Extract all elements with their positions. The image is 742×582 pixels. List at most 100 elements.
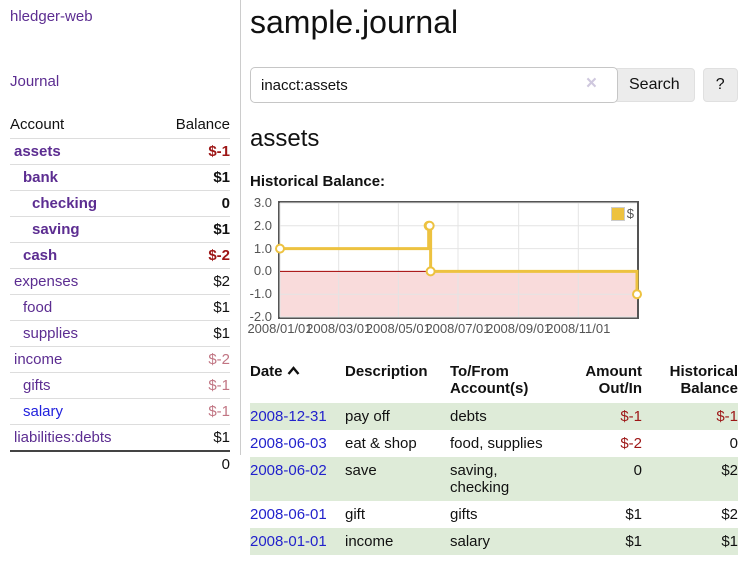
help-button[interactable]: ? xyxy=(702,68,738,102)
register-table: Date Description To/From Account(s) Amou… xyxy=(250,361,738,555)
account-row: liabilities:debts $1 xyxy=(10,424,230,451)
x-tick-label: 2008/01/01 xyxy=(247,321,313,336)
accounts-total-row: 0 xyxy=(10,450,230,477)
register-balance-cell: $2 xyxy=(721,462,738,479)
account-link[interactable]: income xyxy=(14,351,63,368)
account-link[interactable]: gifts xyxy=(23,377,51,394)
account-balance: 0 xyxy=(153,190,230,217)
account-title: assets xyxy=(250,125,320,152)
register-row: 2008-06-02 save saving, checking 0 $2 xyxy=(250,457,738,501)
account-link[interactable]: food xyxy=(23,299,53,316)
account-balance: $1 xyxy=(153,216,230,243)
register-amount-cell: $-1 xyxy=(620,408,642,425)
register-header-balance: Historical Balance xyxy=(669,363,738,397)
x-tick-label: 2008/11/01 xyxy=(546,321,611,336)
account-balance: $1 xyxy=(153,320,230,347)
account-link[interactable]: saving xyxy=(32,221,80,238)
account-link[interactable]: cash xyxy=(23,247,58,264)
x-tick-label: 2008/03/01 xyxy=(306,321,372,336)
y-tick-label: -2.0 xyxy=(249,309,272,324)
account-row: assets $-1 xyxy=(10,138,230,165)
account-balance: $2 xyxy=(153,268,230,295)
register-accounts-cell: food, supplies xyxy=(450,435,543,452)
register-balance-cell: $1 xyxy=(721,533,738,550)
accounts-header-account: Account xyxy=(10,116,65,133)
register-amount-cell: 0 xyxy=(633,462,642,479)
register-header-amount: Amount Out/In xyxy=(585,363,642,397)
register-amount-cell: $1 xyxy=(625,506,642,523)
register-balance-cell: $2 xyxy=(721,506,738,523)
register-accounts-cell: debts xyxy=(450,408,487,425)
register-description-cell: gift xyxy=(345,506,366,523)
register-row: 2008-12-31 pay off debts $-1 $-1 xyxy=(250,403,738,430)
account-link[interactable]: supplies xyxy=(23,325,79,342)
account-link[interactable]: liabilities:debts xyxy=(14,429,112,446)
transaction-date-link[interactable]: 2008-06-02 xyxy=(250,462,327,479)
register-description-cell: pay off xyxy=(345,408,390,425)
account-link[interactable]: assets xyxy=(14,143,61,160)
account-balance: $-1 xyxy=(153,138,230,165)
account-balance: $1 xyxy=(153,294,230,321)
register-description-cell: eat & shop xyxy=(345,435,417,452)
register-balance-cell: $-1 xyxy=(716,408,738,425)
x-tick-label: 2008/05/01 xyxy=(365,321,431,336)
register-row: 2008-06-03 eat & shop food, supplies $-2 0 xyxy=(250,430,738,457)
register-date-cell: 2008-01-01 xyxy=(250,528,345,555)
account-balance: $-1 xyxy=(153,372,230,399)
x-tick-label: 2008/07/01 xyxy=(425,321,491,336)
register-amount-cell: $1 xyxy=(625,533,642,550)
account-row: checking 0 xyxy=(10,190,230,217)
account-row: expenses $2 xyxy=(10,268,230,295)
register-description-cell: save xyxy=(345,462,377,479)
register-accounts-cell: salary xyxy=(450,533,491,550)
app-title-link[interactable]: hledger-web xyxy=(10,8,93,25)
y-tick-label: 2.0 xyxy=(253,217,272,233)
account-balance: $-2 xyxy=(153,346,230,373)
account-link[interactable]: checking xyxy=(32,195,98,212)
historical-balance-chart: 3.0 2.0 1.0 0.0 -1.0 -2.0 $ 2008/01/01 2008/03… xyxy=(247,196,738,343)
transaction-date-link[interactable]: 2008-06-03 xyxy=(250,435,327,452)
account-row: cash $-2 xyxy=(10,242,230,269)
register-accounts-cell: saving, checking xyxy=(450,462,510,496)
accounts-header-balance: Balance xyxy=(175,116,230,133)
register-accounts-cell: gifts xyxy=(450,506,478,523)
account-balance: $-2 xyxy=(153,242,230,269)
transaction-date-link[interactable]: 2008-01-01 xyxy=(250,533,327,550)
legend-label: $ xyxy=(626,206,634,221)
register-balance-cell: 0 xyxy=(729,435,738,452)
search-input[interactable] xyxy=(250,67,618,103)
transaction-date-link[interactable]: 2008-12-31 xyxy=(250,408,327,425)
accounts-total-value: 0 xyxy=(153,450,230,477)
accounts-total-spacer xyxy=(10,450,154,477)
account-link[interactable]: bank xyxy=(23,169,59,186)
account-link[interactable]: expenses xyxy=(14,273,79,290)
x-tick-label: 2008/09/01 xyxy=(486,321,552,336)
sidebar: hledger-web Journal Account Balance asse… xyxy=(0,0,241,477)
journal-link[interactable]: Journal xyxy=(10,73,60,90)
y-tick-label: 0.0 xyxy=(253,263,272,279)
account-row: gifts $-1 xyxy=(10,372,230,399)
sidebar-accounts-body: assets $-1 bank $1 checking 0 saving $1 cash $-2 e… xyxy=(10,138,230,451)
account-balance: $1 xyxy=(153,424,230,451)
account-row: saving $1 xyxy=(10,216,230,243)
accounts-header-row: Account Balance xyxy=(10,112,230,139)
register-row: 2008-01-01 income salary $1 $1 xyxy=(250,528,738,555)
transaction-date-link[interactable]: 2008-06-01 xyxy=(250,506,327,523)
account-link[interactable]: salary xyxy=(23,403,64,420)
y-tick-label: 3.0 xyxy=(253,195,272,210)
chart-title: Historical Balance: xyxy=(250,173,386,190)
search-button[interactable]: Search xyxy=(614,68,695,102)
register-amount-cell: $-2 xyxy=(620,435,642,452)
register-row: 2008-06-01 gift gifts $1 $2 xyxy=(250,501,738,528)
legend-swatch xyxy=(610,206,625,221)
clear-search-icon[interactable]: × xyxy=(585,73,597,94)
register-body: 2008-12-31 pay off debts $-1 $-1 2008-06-03 ea… xyxy=(250,403,738,555)
register-date-cell: 2008-06-02 xyxy=(250,457,345,501)
chart-legend: $ xyxy=(610,206,634,221)
register-header-date[interactable]: Date xyxy=(250,361,345,403)
y-tick-label: 1.0 xyxy=(253,240,272,256)
y-tick-label: -1.0 xyxy=(249,286,272,302)
register-header-accounts: To/From Account(s) xyxy=(450,363,529,397)
account-row: salary $-1 xyxy=(10,398,230,425)
register-header-row: Date Description To/From Account(s) Amou… xyxy=(250,361,738,403)
